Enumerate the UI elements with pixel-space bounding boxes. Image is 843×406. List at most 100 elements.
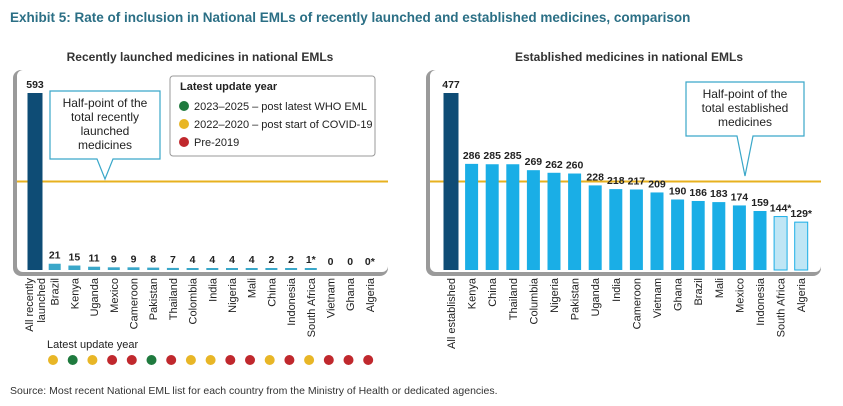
update-dot-colombia	[185, 355, 196, 365]
right-category-label-0: All established	[446, 278, 458, 349]
right-bar-6	[568, 173, 582, 270]
left-callout-text: Half-point of the total recently launched m…	[63, 96, 148, 152]
left-category-label-15: Vietnam	[326, 278, 338, 318]
left-category-label-14: South Africa	[306, 277, 318, 337]
left-bar-6	[147, 267, 160, 270]
legend-item-label-0: 2023–2025 – post latest WHO EML	[194, 101, 367, 113]
left-value-label-4: 9	[111, 253, 117, 265]
update-dot-pakistan	[146, 355, 157, 365]
left-bars: 593 All recentlylaunched 21 Brazil 15 Kenya 11…	[24, 79, 377, 337]
update-dot-nigeria	[225, 355, 236, 365]
left-bar-0	[27, 93, 43, 270]
right-value-label-17: 129*	[790, 208, 813, 220]
left-value-label-14: 1*	[306, 254, 317, 266]
left-bar-1	[48, 263, 61, 270]
right-category-label-1: Kenya	[467, 277, 479, 309]
left-bar-13	[285, 268, 298, 270]
right-value-label-6: 260	[566, 160, 584, 172]
right-value-label-1: 286	[463, 150, 481, 162]
left-value-label-1: 21	[49, 250, 61, 262]
right-callout-box	[685, 81, 805, 177]
right-value-label-0: 477	[442, 79, 460, 91]
left-value-label-0: 593	[26, 79, 44, 91]
update-year-dots: Latest update year	[47, 339, 374, 365]
update-dot-mexico	[107, 355, 118, 365]
update-dot-thailand	[166, 355, 177, 365]
right-category-label-16: South Africa	[776, 277, 788, 337]
left-category-label-0: All recentlylaunched	[24, 278, 48, 332]
left-bar-5	[127, 267, 140, 270]
left-bar-10	[226, 268, 238, 270]
left-bar-12	[265, 268, 278, 270]
left-chart: Recently launched medicines in national …	[13, 50, 388, 365]
left-category-label-8: Colombia	[188, 277, 200, 324]
update-dot-indonesia	[284, 355, 295, 365]
left-category-label-10: Nigeria	[227, 277, 239, 313]
right-bar-17	[794, 221, 809, 271]
left-value-label-5: 9	[131, 253, 137, 265]
left-callout-box	[49, 90, 161, 181]
left-bar-9	[206, 268, 219, 270]
right-callout-text: Half-point of the total established medici…	[702, 87, 789, 129]
right-category-label-14: Mexico	[734, 278, 746, 313]
right-bar-10	[650, 192, 664, 270]
legend-yellow-dot	[179, 119, 189, 129]
update-dot-cameroon	[126, 355, 137, 365]
right-category-label-17: Algeria	[796, 277, 808, 312]
right-category-label-15: Indonesia	[755, 277, 767, 326]
right-value-label-9: 217	[628, 175, 646, 187]
left-value-label-7: 7	[170, 254, 176, 266]
update-dot-china	[264, 355, 275, 365]
right-category-label-8: India	[611, 277, 623, 302]
right-category-label-4: Columbia	[528, 277, 540, 324]
left-value-label-8: 4	[190, 254, 196, 266]
left-value-label-13: 2	[288, 254, 294, 266]
left-category-label-6: Pakistan	[148, 278, 160, 320]
right-bar-11	[671, 199, 685, 270]
left-category-label-5: Cameroon	[129, 278, 141, 329]
update-dot-vietnam	[323, 355, 334, 365]
right-bar-8	[609, 189, 623, 270]
right-value-label-15: 159	[751, 197, 769, 209]
update-dot-algeria	[363, 355, 374, 365]
left-bar-11	[245, 268, 258, 270]
charts-canvas: Recently launched medicines in national …	[13, 50, 821, 365]
legend-item-label-2: Pre-2019	[194, 137, 239, 149]
left-category-label-1: Brazil	[50, 278, 62, 306]
right-bar-14	[732, 205, 746, 270]
right-value-label-2: 285	[483, 150, 501, 162]
left-value-label-9: 4	[209, 254, 215, 266]
right-value-label-16: 144*	[770, 203, 793, 215]
right-category-label-5: Nigeria	[549, 277, 561, 313]
source-note: Source: Most recent National EML list fo…	[10, 385, 498, 397]
legend-title: Latest update year	[180, 81, 278, 93]
right-bar-9	[629, 189, 643, 270]
legend-red-dot	[179, 137, 189, 147]
right-chart-title: Established medicines in national EMLs	[515, 50, 743, 64]
right-category-label-12: Brazil	[693, 278, 705, 306]
left-category-label-11: Mali	[247, 278, 259, 298]
left-category-label-2: Kenya	[69, 277, 81, 309]
left-bar-14	[304, 268, 317, 270]
right-value-label-7: 228	[586, 171, 604, 183]
right-bar-3	[506, 164, 520, 270]
right-category-label-9: Cameroon	[631, 278, 643, 329]
left-value-label-11: 4	[249, 254, 255, 266]
right-value-label-14: 174	[731, 191, 749, 203]
right-value-label-12: 186	[689, 187, 707, 199]
right-value-label-10: 209	[648, 178, 666, 190]
left-category-label-9: India	[207, 277, 219, 302]
left-bar-3	[88, 266, 101, 270]
right-value-label-8: 218	[607, 175, 625, 187]
left-value-label-2: 15	[69, 252, 81, 264]
right-value-label-4: 269	[525, 156, 543, 168]
left-chart-title: Recently launched medicines in national …	[67, 50, 334, 64]
dots-row-label: Latest update year	[47, 339, 138, 351]
left-category-label-4: Mexico	[109, 278, 121, 313]
update-dot-south-africa	[304, 355, 315, 365]
legend-frame	[169, 75, 376, 157]
right-category-label-11: Ghana	[673, 277, 685, 311]
left-value-label-3: 11	[89, 253, 100, 265]
left-category-label-7: Thailand	[168, 278, 180, 320]
left-category-label-13: Indonesia	[286, 277, 298, 326]
